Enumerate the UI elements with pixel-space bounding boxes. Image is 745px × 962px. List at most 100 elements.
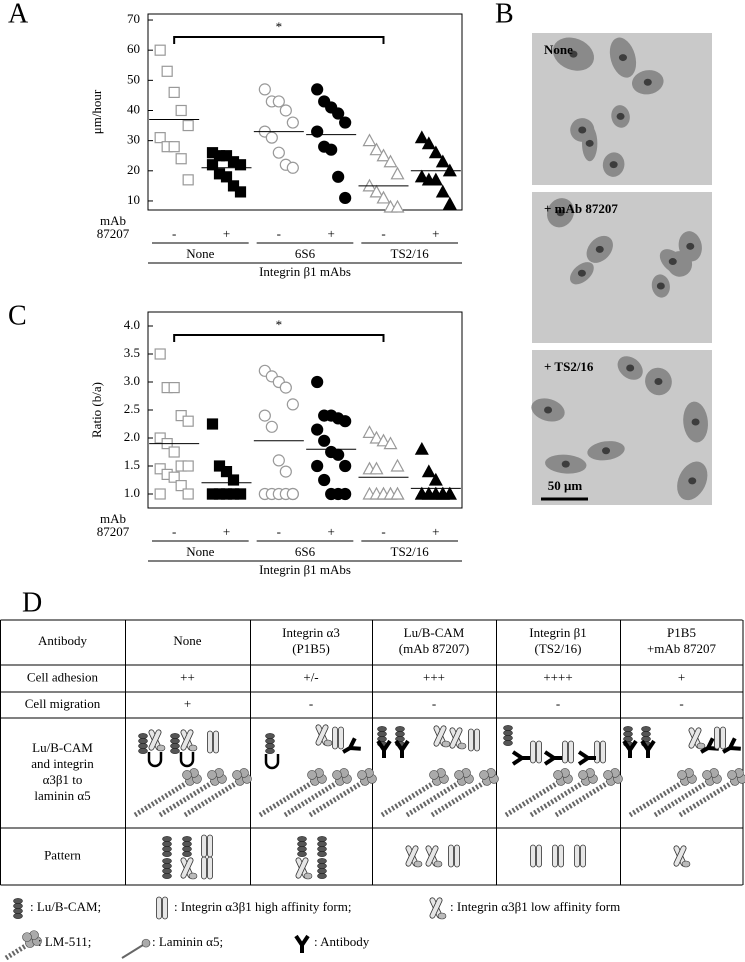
significance-bracket [173,334,385,342]
lu-icon [170,748,180,754]
integrin-high-icon [580,844,586,868]
lu-icon [317,868,327,874]
point [376,148,391,162]
lu-icon [138,733,148,739]
point [311,125,324,138]
y-tick-label: 20 [127,162,140,177]
lu-icon [297,851,307,857]
table-cell: ++ [180,669,195,684]
row-label: α3β1 to [43,772,83,787]
nucleus [686,242,695,250]
point [227,474,240,486]
lu-icon [162,863,172,869]
point [168,446,180,458]
row-label: Cell adhesion [27,669,99,684]
category-label: + [432,226,439,241]
integrin-low-head [433,860,443,868]
lm-chain [430,778,489,818]
table-header: Integrin β1 [529,625,587,640]
integrin-low-icon [433,725,447,747]
legend-text: : Laminin α5; [152,934,223,949]
point [272,454,285,467]
integrin-high-icon [338,726,344,750]
lu-icon [377,731,387,737]
panel-label: B [495,0,514,29]
point [332,107,345,120]
lu-icon [138,738,148,744]
significance-bracket [173,36,385,44]
scale-bar-label: 50 μm [548,478,583,493]
row-label: Lu/B-CAM [32,740,93,755]
category-label: + [432,524,439,539]
nucleus [569,50,578,58]
table-header: (TS2/16) [535,641,582,656]
lm-head [454,770,464,780]
micrograph-label: + TS2/16 [544,359,594,374]
integrin-high-icon [574,844,580,868]
panel-label: C [8,300,27,331]
point [286,487,299,501]
lm-head [429,770,439,780]
point [234,186,247,198]
lm-head [603,770,613,780]
category-label: + [327,226,334,241]
point [220,171,233,183]
point [286,398,299,411]
point [390,199,405,213]
lu-icon [503,740,513,746]
lm-chain [653,778,712,818]
lu-icon [377,726,387,732]
y-axis-label: μm/hour [89,89,104,134]
point [279,381,292,394]
integrin-low-head [188,872,198,880]
lu-icon [297,836,307,842]
point [220,466,233,478]
integrin-high-icon [332,726,338,750]
integrin-low-head [457,742,467,750]
y-tick-label: 1.5 [124,457,140,472]
lm-chain [133,778,192,818]
integrin-high-icon [454,844,460,868]
table-cell: - [432,696,436,711]
micrograph-label: None [544,42,573,57]
antibody-icon [622,739,638,758]
point [376,190,391,204]
antibody-icon [511,750,530,766]
lm-head [727,770,737,780]
antibody-icon [640,739,656,758]
table-header: Lu/B-CAM [404,625,465,640]
integrin-low-icon [180,729,194,751]
integrin-high-icon [448,844,454,868]
point [161,65,173,77]
point [318,434,331,447]
panel-label: D [22,587,42,618]
y-tick-label: 3.0 [124,373,140,388]
legend-text: : Lu/B-CAM; [30,899,101,914]
nucleus [654,377,663,385]
lm-head [702,770,712,780]
integrin-high-icon [552,844,558,868]
integrin-high-icon [207,856,213,880]
significance-label: * [276,19,283,34]
point [435,154,450,168]
integrin-high-icon [162,896,168,920]
point [272,95,285,108]
lu-icon [162,858,172,864]
row-label: mAb [100,213,126,228]
integrin-high-icon [207,730,213,754]
point [332,170,345,183]
legend-text: : LM-511; [38,934,91,949]
nucleus [643,78,652,86]
category-label: + [223,524,230,539]
y-tick-label: 2.5 [124,401,140,416]
integrin-high-icon [562,740,568,764]
point [318,473,331,487]
table-cell: + [678,669,685,684]
y-tick-label: 10 [127,192,140,207]
point [234,159,247,171]
point [154,44,166,56]
integrin-high-icon [568,740,574,764]
lm-head [677,770,687,780]
y-tick-label: 30 [127,132,140,147]
point [154,488,166,500]
